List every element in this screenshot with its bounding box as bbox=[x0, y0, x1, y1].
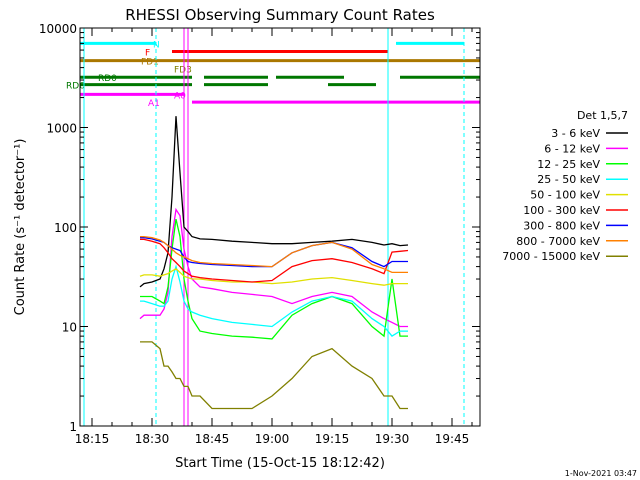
y-tick-label: 1 bbox=[69, 420, 77, 434]
legend-label-7000-15000-kev: 7000 - 15000 keV bbox=[502, 250, 600, 263]
series-line-25-50-kev bbox=[140, 264, 408, 337]
series-line-7000-15000-kev bbox=[140, 341, 408, 410]
flag-label-a1: A1 bbox=[148, 99, 160, 109]
legend-label-300-800-kev: 300 - 800 keV bbox=[523, 219, 600, 232]
y-axis-label: Count Rate (s⁻¹ detector⁻¹) bbox=[13, 139, 28, 316]
render-timestamp: 1-Nov-2021 03:47 bbox=[565, 469, 637, 478]
series-line-12-25-kev bbox=[140, 218, 408, 340]
marker-lines bbox=[83, 28, 465, 426]
legend-label-6-12-kev: 6 - 12 keV bbox=[544, 142, 600, 155]
series-line-100-300-kev bbox=[140, 238, 409, 283]
y-tick-label: 10000 bbox=[39, 22, 77, 36]
series-line-3-6-kev bbox=[139, 116, 409, 288]
x-tick-label: 18:45 bbox=[195, 432, 230, 446]
series-line-800-7000-kev bbox=[140, 235, 408, 274]
flag-label-f: F bbox=[145, 49, 150, 59]
legend-label-3-6-kev: 3 - 6 keV bbox=[551, 127, 600, 140]
x-axis-label: Start Time (15-Oct-15 18:12:42) bbox=[175, 456, 385, 471]
x-tick-label: 19:45 bbox=[435, 432, 470, 446]
plot-frame bbox=[79, 27, 481, 427]
y-tick-label: 100 bbox=[54, 221, 77, 235]
y-tick-label: 10 bbox=[62, 321, 77, 335]
legend-label-12-25-kev: 12 - 25 keV bbox=[537, 158, 600, 171]
chart-title: RHESSI Observing Summary Count Rates bbox=[125, 6, 435, 24]
flag-label-fd3: FD3 bbox=[174, 66, 192, 76]
series-line-50-100-kev bbox=[139, 268, 408, 286]
x-tick-label: 18:15 bbox=[75, 432, 110, 446]
flag-bars: NFFD1FD3RD0RD6A0A1 bbox=[66, 40, 480, 109]
x-tick-label: 19:15 bbox=[315, 432, 350, 446]
x-tick-label: 18:30 bbox=[135, 432, 170, 446]
axes: 1 10 100 1000 10000 18:15 18:30 18:45 19:00 19:15… bbox=[39, 22, 480, 446]
legend-label-100-300-kev: 100 - 300 keV bbox=[523, 204, 600, 217]
flag-label-rd0: RD0 bbox=[98, 74, 117, 84]
legend: 3 - 6 keV 6 - 12 keV 12 - 25 keV 25 - 50 ke… bbox=[502, 127, 628, 263]
series-lines bbox=[139, 116, 409, 410]
x-tick-label: 19:30 bbox=[375, 432, 410, 446]
flag-label-fd1: FD1 bbox=[141, 58, 159, 68]
legend-label-800-7000-kev: 800 - 7000 keV bbox=[516, 235, 600, 248]
flag-label-rd6: RD6 bbox=[66, 82, 85, 92]
y-tick-label: 1000 bbox=[46, 122, 77, 136]
legend-label-50-100-kev: 50 - 100 keV bbox=[530, 189, 600, 202]
flag-label-a0: A0 bbox=[174, 91, 186, 101]
legend-label-25-50-kev: 25 - 50 keV bbox=[537, 173, 600, 186]
legend-title: Det 1,5,7 bbox=[577, 109, 628, 122]
x-tick-label: 19:00 bbox=[255, 432, 290, 446]
